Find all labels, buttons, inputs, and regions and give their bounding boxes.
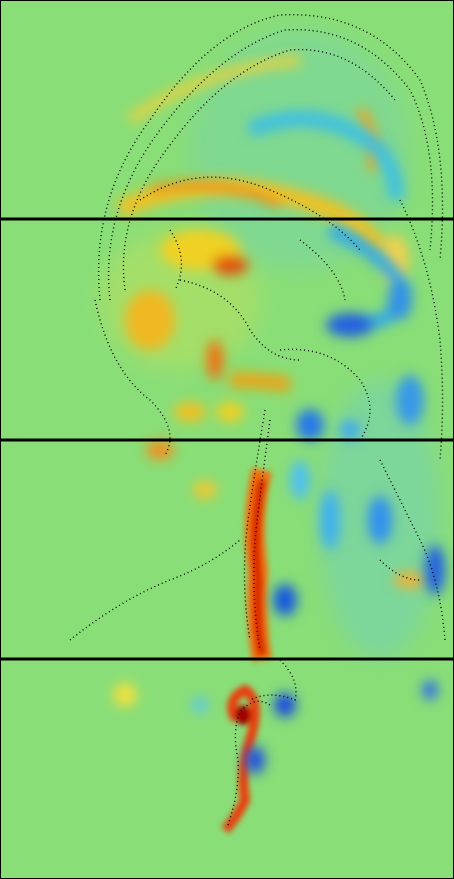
cool-vortices [192, 110, 445, 774]
warm-vortices [113, 55, 426, 707]
faint-shading [100, 30, 440, 660]
section-lines [0, 217, 454, 661]
red-streak [221, 467, 272, 834]
